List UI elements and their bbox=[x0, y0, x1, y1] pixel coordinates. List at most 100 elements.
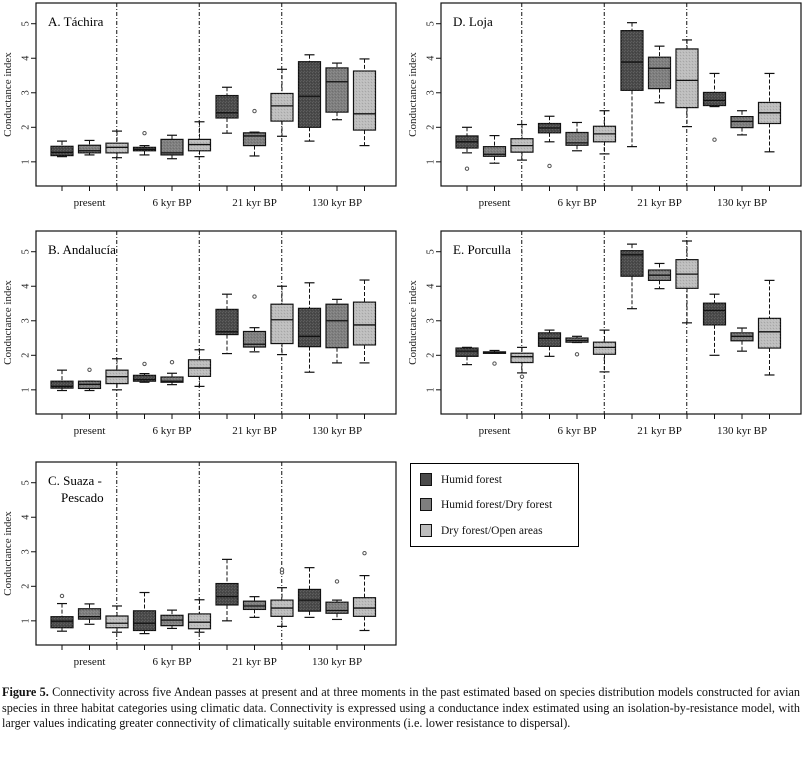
y-tick-label: 5 bbox=[426, 249, 437, 254]
plot-frame bbox=[440, 230, 802, 415]
y-tick-label: 1 bbox=[21, 387, 32, 392]
iqr-texture bbox=[621, 250, 643, 277]
box-dry-forest-open-areas bbox=[105, 358, 129, 391]
outlier-point bbox=[519, 374, 525, 379]
box-humid-forest-dry-forest bbox=[242, 596, 267, 618]
box-humid-forest-dry-forest bbox=[647, 262, 672, 290]
x-category-label: 21 kyr BP bbox=[232, 425, 277, 437]
iqr-texture bbox=[133, 610, 156, 631]
box-dry-forest-open-areas bbox=[757, 279, 782, 376]
iqr-texture bbox=[188, 613, 211, 629]
box-humid-forest-dry-forest bbox=[160, 360, 184, 386]
x-category-label: 21 kyr BP bbox=[232, 197, 277, 209]
iqr-texture bbox=[703, 92, 726, 106]
iqr-texture bbox=[161, 139, 183, 155]
box-humid-forest-dry-forest bbox=[242, 294, 267, 353]
iqr-texture bbox=[51, 381, 73, 389]
caption-text: Connectivity across five Andean passes a… bbox=[2, 685, 800, 731]
iqr-texture bbox=[483, 146, 506, 157]
x-category-label: 130 kyr BP bbox=[312, 425, 362, 437]
box-humid-forest bbox=[132, 591, 157, 635]
x-category-label: 130 kyr BP bbox=[312, 656, 362, 668]
iqr-texture bbox=[621, 30, 643, 91]
iqr-texture bbox=[298, 61, 321, 128]
x-category-label: 6 kyr BP bbox=[557, 197, 596, 209]
plot-frame bbox=[35, 2, 397, 187]
box-dry-forest-open-areas bbox=[187, 349, 212, 387]
box-humid-forest-dry-forest bbox=[482, 349, 507, 366]
panel-title-line2: Pescado bbox=[61, 490, 104, 505]
y-tick-label: 2 bbox=[21, 353, 32, 358]
box-humid-forest-dry-forest bbox=[160, 609, 184, 630]
outlier-point bbox=[334, 579, 340, 584]
box-humid-forest-dry-forest bbox=[160, 134, 184, 160]
iqr-texture bbox=[51, 146, 73, 156]
box-humid-forest bbox=[132, 130, 157, 156]
panel-a-t-chira: 1 2 3 4 5 Conductance index A. Táchira present 6… bbox=[2, 2, 397, 209]
box-humid-forest-dry-forest bbox=[730, 327, 754, 352]
iqr-texture bbox=[106, 615, 128, 628]
y-axis-label: Conductance index bbox=[407, 280, 419, 365]
box-dry-forest-open-areas bbox=[270, 68, 294, 137]
box-humid-forest-dry-forest bbox=[565, 121, 589, 152]
outlier-point bbox=[712, 137, 717, 142]
box-humid-forest bbox=[215, 558, 239, 622]
box-humid-forest-dry-forest bbox=[482, 134, 507, 164]
iqr-texture bbox=[298, 308, 321, 347]
panel-title: D. Loja bbox=[453, 14, 493, 29]
x-category-label: present bbox=[74, 197, 106, 209]
x-category-label: present bbox=[74, 425, 106, 437]
caption-label: Figure 5. bbox=[2, 685, 49, 699]
iqr-texture bbox=[326, 304, 348, 348]
box-humid-forest-dry-forest bbox=[77, 603, 102, 625]
iqr-texture bbox=[538, 332, 561, 347]
x-category-label: 6 kyr BP bbox=[152, 656, 191, 668]
iqr-texture bbox=[326, 602, 348, 614]
box-dry-forest-open-areas bbox=[675, 39, 699, 128]
outlier-point bbox=[59, 593, 65, 599]
x-category-label: 21 kyr BP bbox=[637, 425, 682, 437]
outlier-point bbox=[142, 361, 147, 367]
y-tick-label: 4 bbox=[21, 515, 32, 520]
box-dry-forest-open-areas bbox=[757, 72, 782, 153]
box-humid-forest-dry-forest bbox=[325, 62, 349, 121]
outlier-point bbox=[492, 361, 497, 366]
y-tick-label: 1 bbox=[21, 618, 32, 623]
y-tick-label: 2 bbox=[21, 584, 32, 589]
box-humid-forest bbox=[297, 282, 322, 373]
iqr-texture bbox=[593, 342, 616, 355]
iqr-texture bbox=[271, 304, 293, 344]
iqr-texture bbox=[648, 57, 671, 89]
iqr-texture bbox=[676, 48, 698, 108]
legend-label: Dry forest/Open areas bbox=[441, 524, 543, 537]
legend: Humid forest Humid forest/Dry forest Dry… bbox=[410, 463, 579, 547]
iqr-texture bbox=[456, 348, 478, 357]
box-dry-forest-open-areas bbox=[510, 346, 534, 379]
box-dry-forest-open-areas bbox=[352, 550, 377, 632]
box-dry-forest-open-areas bbox=[510, 123, 534, 161]
box-dry-forest-open-areas bbox=[270, 285, 294, 356]
y-tick-label: 2 bbox=[21, 125, 32, 130]
y-tick-label: 4 bbox=[21, 284, 32, 289]
y-tick-label: 4 bbox=[426, 284, 437, 289]
box-humid-forest-dry-forest bbox=[647, 45, 672, 104]
box-dry-forest-open-areas bbox=[105, 130, 129, 159]
iqr-texture bbox=[243, 132, 266, 146]
x-category-label: 6 kyr BP bbox=[152, 197, 191, 209]
panel-title: E. Porculla bbox=[453, 242, 511, 257]
iqr-texture bbox=[566, 132, 588, 146]
x-category-label: present bbox=[479, 197, 511, 209]
iqr-texture bbox=[216, 95, 238, 118]
iqr-texture bbox=[703, 303, 726, 325]
legend-swatch-humid-dry-forest bbox=[420, 498, 432, 511]
y-axis-label: Conductance index bbox=[2, 511, 14, 596]
plot-frame bbox=[35, 230, 397, 415]
y-tick-label: 4 bbox=[426, 56, 437, 61]
legend-swatch-humid-forest bbox=[420, 473, 432, 486]
iqr-texture bbox=[271, 93, 293, 122]
outlier-point bbox=[252, 294, 257, 299]
box-humid-forest bbox=[50, 369, 74, 392]
iqr-texture bbox=[161, 377, 183, 383]
box-humid-forest bbox=[537, 329, 562, 357]
outlier-point bbox=[464, 166, 470, 171]
